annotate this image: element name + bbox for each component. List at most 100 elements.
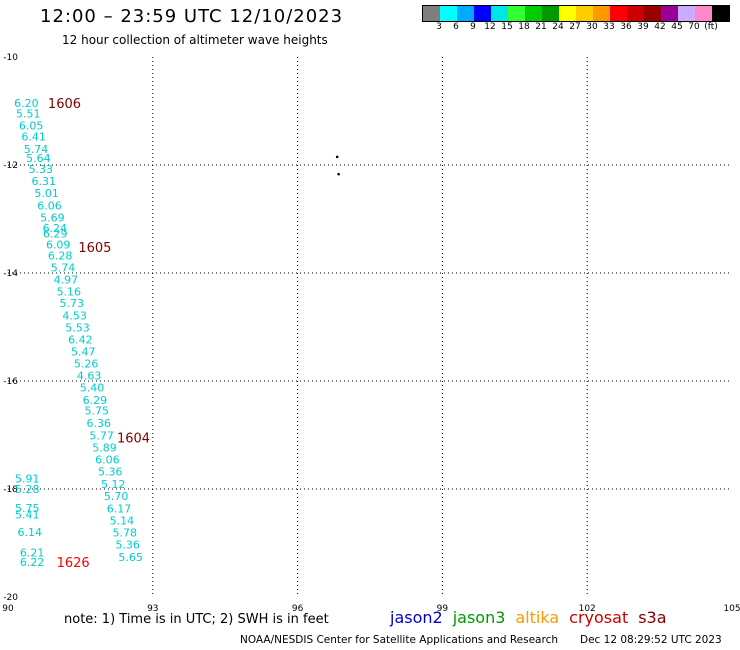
wave-height-label: 6.06 — [37, 200, 62, 213]
colorbar-swatch — [491, 6, 508, 21]
colorbar-swatch — [559, 6, 576, 21]
wave-height-label: 5.33 — [29, 163, 54, 176]
map-grid — [8, 57, 732, 597]
time-label: 1626 — [57, 556, 90, 571]
wave-height-label: 5.78 — [113, 527, 138, 540]
wave-height-label: 5.74 — [24, 143, 49, 156]
wave-height-label: 5.36 — [115, 539, 140, 552]
mission-jason2: jason2 — [390, 608, 443, 627]
colorbar-labels: 3 6 9 12 15 18 21 24 27 30 33 36 39 42 45 70 (ft) — [422, 22, 740, 36]
colorbar-label: 6 — [453, 22, 459, 32]
wave-height-label: 5.28 — [15, 483, 40, 496]
wave-height-label: 6.31 — [31, 175, 56, 188]
wave-height-label: 5.47 — [71, 345, 96, 358]
wave-height-label: 6.14 — [17, 526, 42, 539]
colorbar-label: 39 — [637, 22, 649, 32]
y-tick-label: -10 — [3, 53, 18, 63]
colorbar-label: 42 — [654, 22, 666, 32]
y-tick-label: -14 — [3, 269, 18, 279]
x-tick-label: 105 — [723, 604, 740, 614]
wave-height-label: 6.42 — [68, 333, 93, 346]
colorbar-swatch — [610, 6, 627, 21]
y-tick-label: -18 — [3, 485, 18, 495]
x-tick-label: 93 — [147, 604, 158, 614]
x-tick-label: 96 — [292, 604, 304, 614]
colorbar-label: 18 — [518, 22, 530, 32]
time-label: 1605 — [78, 241, 111, 256]
wave-height-label: 4.53 — [62, 310, 87, 323]
colorbar-swatch — [508, 6, 525, 21]
time-label: 1606 — [48, 97, 81, 112]
colorbar-swatch — [457, 6, 474, 21]
wave-height-label: 6.36 — [86, 417, 111, 430]
wave-height-label: 4.97 — [54, 273, 79, 286]
y-tick-label: -12 — [3, 161, 18, 171]
colorbar-label: 45 — [671, 22, 683, 32]
wave-height-label: 6.17 — [107, 502, 132, 515]
wave-height-colorbar — [422, 5, 730, 22]
wave-height-label: 4.63 — [77, 370, 102, 383]
x-tick-label: 99 — [437, 604, 449, 614]
colorbar-label: 3 — [436, 22, 442, 32]
y-tick-label: -20 — [3, 593, 18, 603]
colorbar-label: 33 — [603, 22, 615, 32]
colorbar-label: 36 — [620, 22, 632, 32]
island-mark — [337, 172, 340, 176]
colorbar-label: 30 — [586, 22, 598, 32]
note-text: note: 1) Time is in UTC; 2) SWH is in fe… — [64, 612, 329, 627]
colorbar-swatch — [474, 6, 491, 21]
y-tick-label: -16 — [3, 377, 18, 387]
wave-height-label: 5.12 — [101, 478, 126, 491]
wave-height-label: 5.75 — [85, 405, 110, 418]
colorbar-label: 21 — [535, 22, 547, 32]
wave-height-label: 5.36 — [98, 466, 123, 479]
colorbar-swatch — [593, 6, 610, 21]
wave-height-label: 5.26 — [74, 358, 99, 371]
colorbar-swatch — [525, 6, 542, 21]
island-mark — [335, 155, 339, 159]
wave-height-label: 5.91 — [15, 473, 40, 486]
wave-height-label: 6.29 — [83, 394, 108, 407]
footer-credit: NOAA/NESDIS Center for Satellite Applica… — [240, 634, 558, 646]
colorbar-label: 27 — [569, 22, 581, 32]
wave-height-label: 5.64 — [26, 152, 51, 165]
wave-height-label: 6.06 — [95, 453, 120, 466]
wave-height-label: 5.75 — [15, 502, 40, 515]
colorbar-swatch — [542, 6, 559, 21]
wave-height-label: 5.40 — [80, 381, 105, 394]
wave-height-label: 5.65 — [118, 551, 143, 564]
colorbar-swatch — [423, 6, 440, 21]
wave-height-label: 5.73 — [59, 297, 84, 310]
wave-height-label: 5.41 — [15, 508, 40, 521]
page-title: 12:00 – 23:59 UTC 12/10/2023 — [40, 6, 344, 27]
time-labels: 1606 1605 1604 1626 — [48, 97, 150, 571]
wave-height-label: 6.09 — [46, 238, 71, 251]
colorbar-label: 12 — [484, 22, 496, 32]
colorbar-swatch — [661, 6, 678, 21]
island-marks — [335, 155, 340, 176]
x-tick-label: 102 — [579, 604, 596, 614]
colorbar-swatch — [627, 6, 644, 21]
time-label: 1604 — [117, 432, 150, 447]
colorbar-swatch — [678, 6, 695, 21]
wave-height-label: 5.53 — [65, 322, 90, 335]
wave-height-label: 6.21 — [20, 547, 45, 560]
colorbar-label: 15 — [501, 22, 513, 32]
wave-height-label: 6.41 — [21, 130, 46, 143]
wave-height-label: 5.16 — [57, 285, 82, 298]
colorbar-label: 9 — [470, 22, 476, 32]
footer-timestamp: Dec 12 08:29:52 UTC 2023 — [580, 634, 722, 646]
page-subtitle: 12 hour collection of altimeter wave hei… — [62, 33, 328, 47]
colorbar-swatch — [695, 6, 712, 21]
mission-s3a: s3a — [638, 608, 667, 627]
colorbar-label: 24 — [552, 22, 564, 32]
mission-cryosat: cryosat — [569, 608, 629, 627]
map-ticks: 90 93 96 99 102 105 -10 -12 -14 -16 -18 -20 — [2, 53, 740, 614]
wave-height-label: 5.70 — [104, 490, 129, 503]
wave-height-label: 6.20 — [14, 97, 39, 110]
colorbar-swatch — [644, 6, 661, 21]
wave-height-label: 5.89 — [92, 441, 117, 454]
colorbar-swatch — [440, 6, 457, 21]
colorbar-swatch — [576, 6, 593, 21]
